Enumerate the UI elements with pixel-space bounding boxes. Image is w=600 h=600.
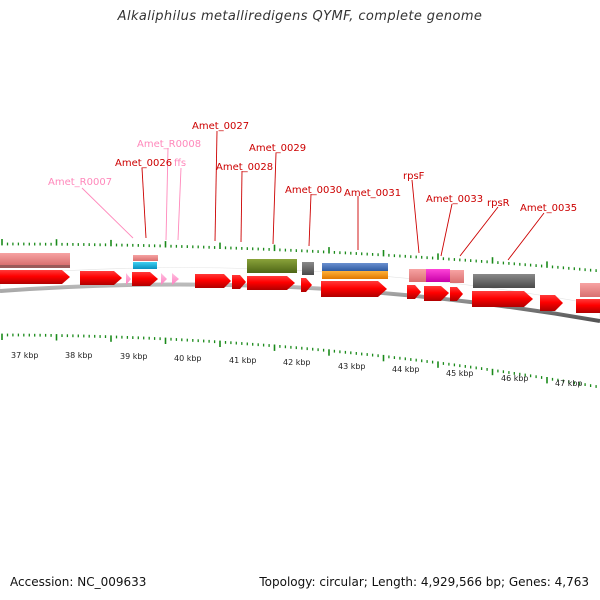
cds-arrow <box>407 285 421 299</box>
gene-label: ffs <box>174 158 186 169</box>
gene-label: Amet_0027 <box>192 121 249 132</box>
feature-gray <box>473 274 535 288</box>
cds-arrow <box>80 271 122 285</box>
feature-olive <box>247 259 297 273</box>
leader-lines <box>81 130 545 261</box>
gene-label: Amet_0029 <box>249 143 306 154</box>
leader-line <box>308 193 312 247</box>
leader-line <box>459 206 499 257</box>
gene-label: Amet_R0008 <box>137 139 201 150</box>
scale-label: 45 kbp <box>446 369 474 378</box>
scale-label: 37 kbp <box>11 351 39 360</box>
rna-arrow <box>161 273 167 285</box>
leader-line <box>440 203 453 257</box>
feature-blue <box>322 263 388 271</box>
scale-label: 40 kbp <box>174 354 202 363</box>
cds-arrow <box>472 291 533 307</box>
cds-arrow <box>247 276 295 290</box>
gene-label: rpsR <box>487 198 510 209</box>
scale-label: 46 kbp <box>501 374 529 383</box>
scale-label: 39 kbp <box>120 352 148 361</box>
topology-label: Topology: circular; Length: 4,929,566 bp… <box>259 575 589 589</box>
feature-salmon <box>133 255 158 261</box>
feature-salmon <box>580 283 600 297</box>
leader-line <box>165 147 169 241</box>
cds-arrow <box>0 270 70 284</box>
scale-label: 43 kbp <box>338 362 366 371</box>
feature-salmon-shadow <box>0 265 70 268</box>
leader-line <box>507 212 545 261</box>
scale-labels: 37 kbp 38 kbp 39 kbp 40 kbp 41 kbp 42 kb… <box>11 351 583 388</box>
cds-arrow <box>301 278 312 292</box>
leader-line <box>240 170 243 243</box>
cds-arrow <box>195 274 231 288</box>
leader-line <box>411 179 420 254</box>
cds-arrow <box>450 287 463 301</box>
gene-label: Amet_0030 <box>285 185 342 196</box>
feature-gray <box>302 262 314 275</box>
leader-line <box>272 152 277 245</box>
cds-arrow <box>576 299 600 313</box>
cds-arrow <box>540 295 563 311</box>
feature-track <box>0 253 600 313</box>
gene-label: Amet_0033 <box>426 194 483 205</box>
cds-arrow <box>321 281 387 297</box>
leader-line <box>81 187 134 239</box>
rna-arrow <box>172 273 179 285</box>
tick-row-lower <box>1 333 597 388</box>
rna-arrow <box>126 273 131 285</box>
scale-label: 44 kbp <box>392 365 420 374</box>
gene-label: Amet_0026 <box>115 158 172 169</box>
gene-label: Amet_R0007 <box>48 177 112 188</box>
gene-labels: Amet_R0007 Amet_0026 Amet_R0008 ffs Amet… <box>48 121 577 214</box>
feature-cyan <box>133 262 157 269</box>
scale-label: 38 kbp <box>65 351 93 360</box>
feature-salmon <box>409 269 426 282</box>
feature-salmon <box>0 253 70 265</box>
scale-label: 47 kbp <box>555 379 583 388</box>
feature-orange <box>322 271 388 279</box>
feature-magenta <box>426 269 450 282</box>
gene-label: Amet_0031 <box>344 188 401 199</box>
map-title: Alkaliphilus metalliredigens QYMF, compl… <box>117 9 483 24</box>
backbone-line <box>0 282 600 323</box>
gene-label: Amet_0028 <box>216 162 273 173</box>
scale-label: 42 kbp <box>283 358 311 367</box>
cds-arrow <box>132 272 158 286</box>
scale-label: 41 kbp <box>229 356 257 365</box>
accession-label: Accession: NC_009633 <box>10 575 147 589</box>
cds-arrow <box>424 286 449 301</box>
leader-line <box>177 167 182 241</box>
gene-label: rpsF <box>403 171 425 182</box>
tick-row-upper <box>1 239 597 272</box>
feature-salmon <box>450 270 464 283</box>
gene-label: Amet_0035 <box>520 203 577 214</box>
leader-line <box>214 130 218 242</box>
leader-line <box>141 167 147 239</box>
cds-arrow <box>232 275 246 289</box>
